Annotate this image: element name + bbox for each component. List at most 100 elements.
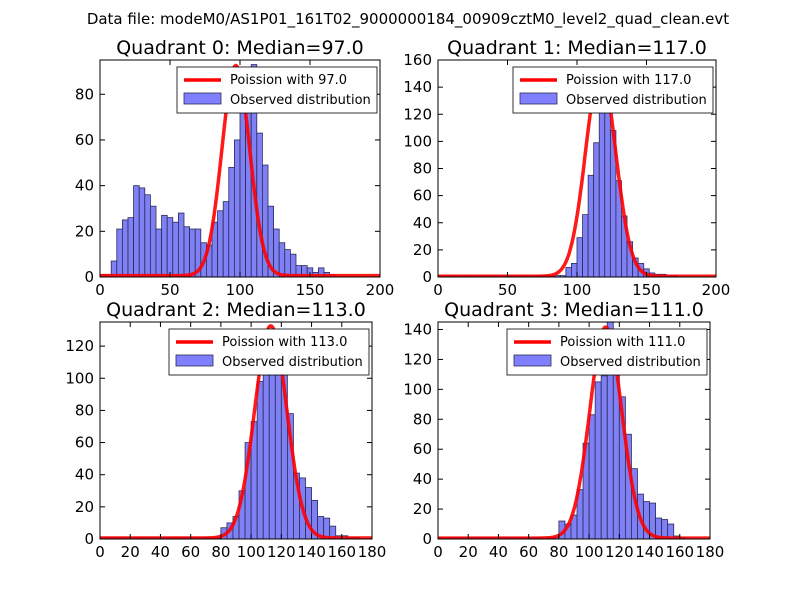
histogram-bar xyxy=(155,228,162,277)
histogram-bar xyxy=(222,201,230,277)
y-tick-label: 80 xyxy=(413,410,432,428)
histogram-bar xyxy=(289,253,297,277)
histogram-bar xyxy=(116,228,123,277)
y-tick-label: 100 xyxy=(403,380,432,398)
legend-label-observed: Observed distribution xyxy=(560,355,701,370)
y-tick-label: 140 xyxy=(403,320,432,338)
histogram-bar xyxy=(329,525,337,539)
x-tick-label: 0 xyxy=(433,281,443,299)
poisson-curve xyxy=(438,68,716,277)
legend-label-observed: Observed distribution xyxy=(230,93,371,108)
histogram-bar xyxy=(177,212,185,277)
histogram-bar xyxy=(274,353,282,539)
x-tick-label: 100 xyxy=(563,281,592,299)
histogram-bar xyxy=(278,242,286,277)
legend-patch-swatch xyxy=(513,354,552,367)
y-tick-label: 40 xyxy=(75,177,94,195)
x-tick-label: 150 xyxy=(632,281,661,299)
legend-label-poisson: Poission with 97.0 xyxy=(230,73,347,88)
histogram-bar xyxy=(228,166,235,277)
x-tick-label: 100 xyxy=(237,543,266,561)
legend-box xyxy=(176,66,378,114)
legend-label-poisson: Poission with 113.0 xyxy=(222,335,347,350)
y-tick-label: 60 xyxy=(413,187,432,205)
x-tick-label: 120 xyxy=(605,543,634,561)
histogram-bar xyxy=(588,414,596,539)
histogram-bar xyxy=(594,381,602,539)
histogram-bar xyxy=(127,217,134,277)
histogram-bar xyxy=(565,267,572,277)
legend-box xyxy=(512,66,714,114)
histogram-bar xyxy=(161,214,168,277)
legend: Poission with 111.0 Observed distribution xyxy=(506,328,708,376)
y-tick-label: 0 xyxy=(422,268,432,286)
legend-label-observed: Observed distribution xyxy=(566,93,707,108)
histogram-bar xyxy=(600,375,608,539)
y-tick-label: 0 xyxy=(84,530,94,548)
subplot-title: Quadrant 2: Median=113.0 xyxy=(106,299,366,321)
x-tick-label: 50 xyxy=(498,281,517,299)
x-tick-label: 40 xyxy=(489,543,508,561)
histogram-bar xyxy=(239,105,246,277)
x-tick-label: 100 xyxy=(575,543,604,561)
y-tick-label: 0 xyxy=(84,268,94,286)
x-tick-label: 180 xyxy=(358,543,387,561)
y-tick-label: 100 xyxy=(65,369,94,387)
y-tick-label: 120 xyxy=(403,350,432,368)
histogram-bar xyxy=(133,185,140,277)
y-tick-label: 140 xyxy=(403,78,432,96)
y-tick-label: 0 xyxy=(422,530,432,548)
y-tick-label: 160 xyxy=(403,51,432,69)
histogram-bar xyxy=(183,226,190,277)
y-tick-label: 20 xyxy=(413,500,432,518)
figure-title: Data file: modeM0/AS1P01_161T02_90000001… xyxy=(87,10,729,29)
histogram-bar xyxy=(122,219,129,277)
y-tick-label: 40 xyxy=(413,470,432,488)
x-tick-label: 160 xyxy=(665,543,694,561)
histogram-bar xyxy=(576,237,583,277)
x-tick-label: 200 xyxy=(366,281,395,299)
histogram-bar xyxy=(598,85,606,277)
subplot-quadrant-3: 0 20 40 60 80 100 120 140 160 1800204060801001201… xyxy=(403,299,724,561)
x-tick-label: 80 xyxy=(211,543,230,561)
y-tick-label: 100 xyxy=(403,132,432,150)
legend-box xyxy=(168,328,370,376)
histogram-bar xyxy=(571,263,578,277)
x-tick-label: 80 xyxy=(549,543,568,561)
y-tick-label: 120 xyxy=(65,337,94,355)
histogram-bar xyxy=(172,221,179,277)
histogram-bar xyxy=(593,142,600,277)
y-tick-label: 20 xyxy=(75,222,94,240)
x-tick-label: 0 xyxy=(95,281,105,299)
legend-label-poisson: Poission with 117.0 xyxy=(566,73,691,88)
histogram-bar xyxy=(587,174,595,277)
legend: Poission with 117.0 Observed distribution xyxy=(512,66,714,114)
y-tick-label: 60 xyxy=(75,131,94,149)
x-tick-label: 200 xyxy=(702,281,731,299)
y-tick-label: 80 xyxy=(413,160,432,178)
plot-area xyxy=(100,63,380,277)
x-tick-label: 140 xyxy=(297,543,326,561)
histogram-bar xyxy=(667,523,675,539)
x-tick-label: 140 xyxy=(635,543,664,561)
x-tick-label: 120 xyxy=(267,543,296,561)
histogram-bar xyxy=(256,381,264,539)
axes-frame xyxy=(99,321,373,540)
histogram-bar xyxy=(233,139,241,277)
y-tick-label: 60 xyxy=(413,440,432,458)
x-tick-label: 180 xyxy=(696,543,725,561)
subplot-title: Quadrant 1: Median=117.0 xyxy=(447,37,707,59)
legend-box xyxy=(506,328,708,376)
histogram-bar xyxy=(284,249,291,277)
y-tick-label: 20 xyxy=(413,241,432,259)
y-tick-label: 40 xyxy=(75,466,94,484)
x-tick-label: 100 xyxy=(226,281,255,299)
subplot-quadrant-1: 0 50 100 150 200 0 20 40 60 80 100 120 140 160 Quadran… xyxy=(403,37,730,299)
x-tick-label: 20 xyxy=(121,543,140,561)
legend-patch-swatch xyxy=(519,92,558,105)
x-tick-label: 40 xyxy=(151,543,170,561)
plot-area xyxy=(438,68,716,277)
legend: Poission with 97.0 Observed distribution xyxy=(176,66,378,114)
legend-label-observed: Observed distribution xyxy=(222,355,363,370)
